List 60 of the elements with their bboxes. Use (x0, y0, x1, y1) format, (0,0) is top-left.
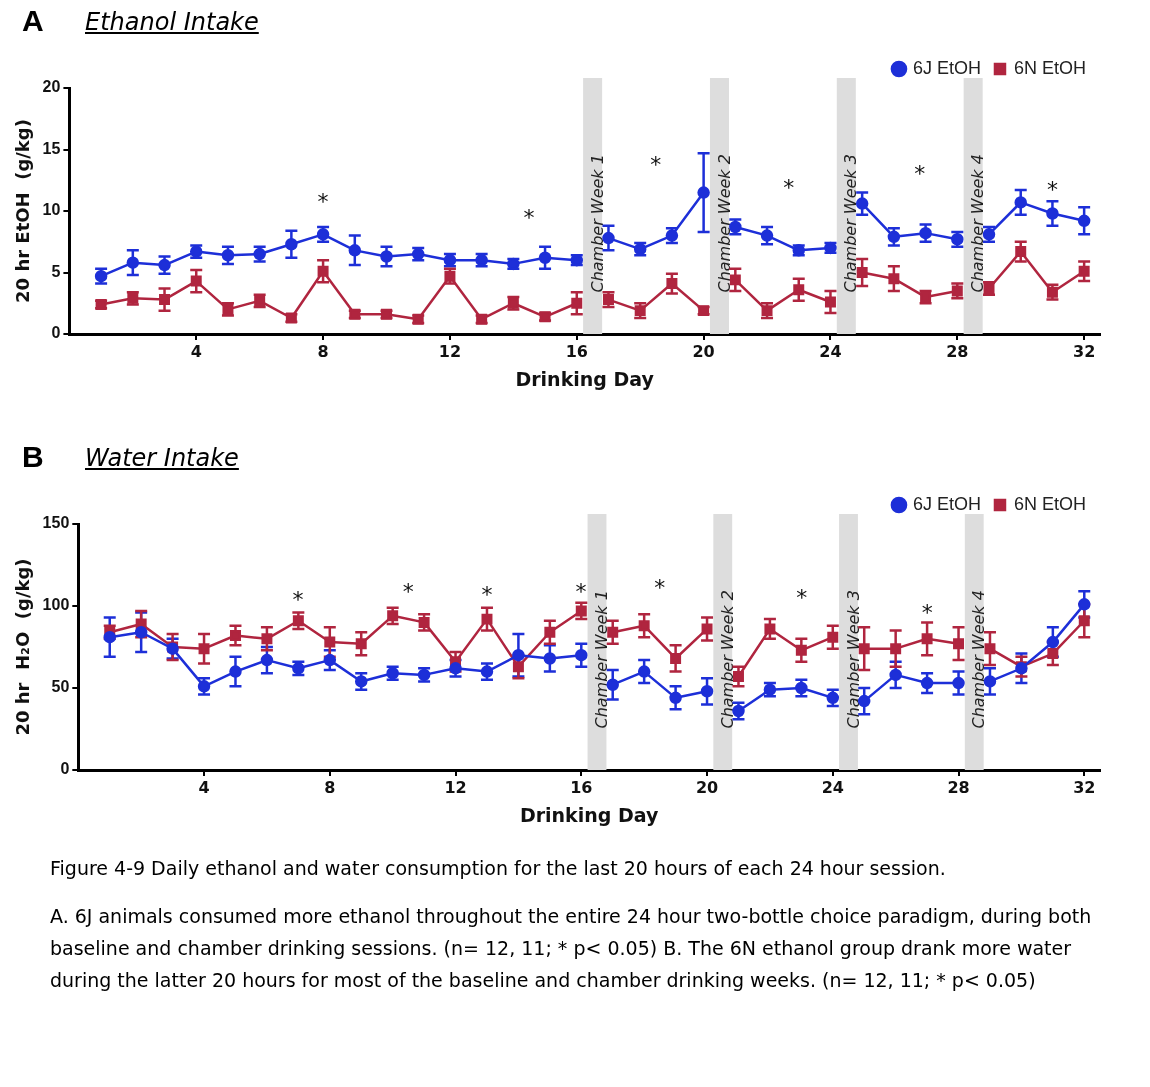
annotation: * (796, 585, 808, 611)
x-tick-label: 16 (570, 777, 593, 797)
x-tick-label: 24 (819, 341, 842, 361)
annotation: * (783, 174, 795, 200)
annotation: * (575, 578, 587, 604)
band-label: Chamber Week 3 (841, 154, 861, 293)
legend-label: 6N EtOH (1013, 493, 1087, 514)
y-tick-label: 0 (60, 760, 70, 778)
legend-label: 6J EtOH (912, 57, 981, 78)
y-tick-label: 10 (42, 201, 61, 219)
annotation: * (650, 152, 662, 178)
x-tick-label: 20 (692, 341, 715, 361)
annotation: * (1047, 177, 1059, 203)
x-tick-label: 28 (946, 341, 969, 361)
x-tick-label: 20 (695, 777, 719, 797)
x-tick-label: 24 (821, 777, 844, 797)
band-label: Chamber Week 4 (968, 154, 988, 293)
x-tick-label: 16 (565, 341, 588, 361)
annotation: * (402, 578, 414, 604)
x-tick-label: 32 (1073, 777, 1096, 797)
y-axis-title: 20 hr EtOH (g/kg) (12, 119, 34, 303)
y-tick-label: 150 (42, 514, 70, 532)
y-tick-label: 50 (51, 678, 70, 696)
annotation: * (914, 161, 926, 187)
band-label: Chamber Week 4 (969, 590, 989, 729)
x-tick-label: 8 (324, 777, 336, 797)
x-axis-title: Drinking Day (519, 803, 659, 826)
y-tick-label: 15 (42, 139, 61, 157)
x-tick-label: 12 (438, 341, 462, 361)
x-tick-label: 32 (1073, 341, 1096, 361)
y-tick-label: 100 (42, 596, 70, 614)
x-tick-label: 4 (198, 777, 210, 797)
y-tick-label: 0 (51, 324, 61, 342)
x-tick-label: 8 (317, 341, 329, 361)
x-tick-label: 12 (444, 777, 467, 797)
x-axis-title: Drinking Day (515, 367, 655, 390)
annotation: * (523, 205, 535, 231)
annotation: * (292, 586, 304, 612)
annotation: * (481, 581, 493, 607)
y-tick-label: 5 (51, 262, 61, 280)
x-tick-label: 28 (947, 777, 970, 797)
band-label: Chamber Week 3 (843, 590, 863, 729)
x-tick-label: 4 (190, 341, 202, 361)
y-tick-label: 20 (42, 78, 61, 96)
chart-title: Water Intake (85, 444, 239, 472)
annotation: * (921, 600, 933, 625)
band-label: Chamber Week 1 (587, 154, 607, 293)
y-axis-title: 20 hr H₂O (g/kg) (12, 558, 34, 736)
text: A. 6J animals consumed more ethanol throughout the entire 24 hour two-bottle choice paradigm, during both baseline and chamber drinking sessions. (n= 12, 11; * p< 0.05) B. The 6N ethanol group drank more water during the latter 20 hours for most of the baseline and chamber drinking weeks. (n= 12, 11; * p< 0.05) (50, 904, 1093, 993)
band-label: Chamber Week 1 (592, 590, 612, 729)
legend-label: 6J EtOH (912, 493, 981, 514)
band-label: Chamber Week 2 (714, 154, 734, 293)
text: B (22, 440, 44, 474)
text: A (22, 4, 44, 38)
annotation: * (654, 575, 666, 601)
annotation: * (317, 189, 329, 215)
caption: Figure 4-9 Daily ethanol and water consumption for the last 20 hours of each 24 hour session. (50, 856, 947, 881)
legend-label: 6N EtOH (1013, 57, 1087, 78)
chart-title: Ethanol Intake (85, 8, 259, 36)
band-label: Chamber Week 2 (717, 590, 737, 729)
